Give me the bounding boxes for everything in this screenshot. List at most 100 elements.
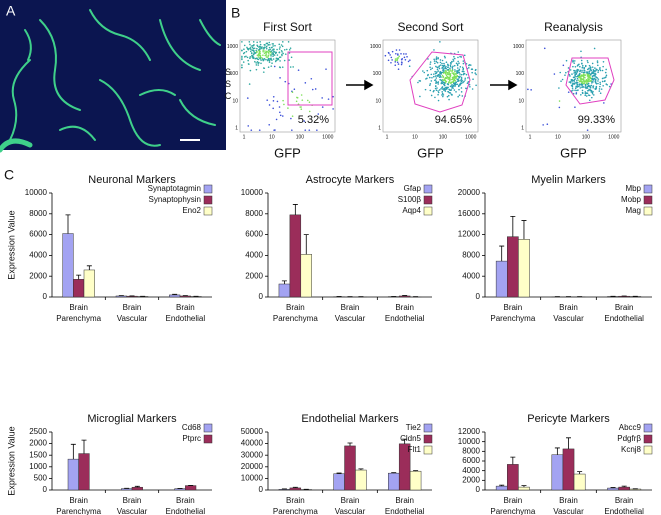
- event-dot: [290, 56, 293, 59]
- event-dot: [271, 43, 274, 45]
- event-dot: [464, 79, 466, 81]
- event-dot: [601, 77, 604, 80]
- error-bar: [292, 204, 298, 215]
- event-dot: [449, 64, 452, 67]
- event-dot: [553, 73, 556, 75]
- event-dot: [602, 61, 605, 63]
- legend-label: Cldn5: [400, 434, 421, 443]
- event-dot: [599, 81, 601, 84]
- legend-swatch: [423, 423, 433, 433]
- event-dot: [579, 87, 582, 89]
- error-bar: [499, 484, 505, 487]
- event-dot: [456, 83, 459, 86]
- event-dot: [583, 76, 586, 79]
- event-dot: [316, 129, 318, 131]
- event-dot: [592, 72, 594, 74]
- event-dot: [599, 92, 602, 95]
- event-dot: [444, 70, 447, 72]
- event-dot: [249, 57, 251, 60]
- bar: [174, 488, 186, 491]
- event-dot: [437, 73, 440, 76]
- event-dot: [584, 64, 587, 67]
- event-dot: [278, 66, 281, 68]
- event-dot: [581, 69, 583, 72]
- event-dot: [429, 63, 432, 65]
- event-dot: [589, 66, 592, 69]
- x-tick-label-line: Brain: [286, 496, 305, 505]
- event-dot: [437, 93, 439, 96]
- event-dot: [259, 43, 262, 46]
- event-dot: [459, 75, 461, 78]
- flow-x-tick-label: 1000: [322, 134, 333, 140]
- error-bar: [65, 214, 71, 234]
- flow-y-tick-label: 1000: [227, 44, 238, 50]
- event-dot: [581, 64, 584, 67]
- event-dot: [441, 91, 443, 93]
- y-tick-label: 6000: [29, 230, 47, 239]
- legend-swatch: [423, 445, 433, 455]
- event-dot: [578, 83, 581, 86]
- gate: [409, 51, 471, 113]
- event-dot: [575, 73, 578, 75]
- event-dot: [264, 50, 266, 52]
- event-dot: [586, 80, 588, 83]
- legend-swatch: [643, 206, 653, 216]
- event-dot: [255, 68, 258, 71]
- event-dot: [432, 73, 435, 75]
- legend-label: Mobp: [621, 195, 642, 204]
- legend-label: Synaptotagmin: [148, 184, 201, 193]
- event-dot: [573, 83, 575, 85]
- event-dot: [586, 129, 589, 131]
- event-dot: [574, 78, 577, 80]
- event-dot: [258, 54, 261, 56]
- event-dot: [571, 85, 574, 88]
- event-dot: [272, 55, 274, 57]
- y-tick-label: 0: [43, 292, 48, 301]
- event-dot: [438, 89, 441, 91]
- event-dot: [464, 77, 467, 80]
- event-dot: [577, 75, 579, 77]
- event-dot: [441, 59, 444, 62]
- event-dot: [255, 64, 258, 66]
- gate: [565, 57, 615, 105]
- event-dot: [258, 50, 261, 53]
- x-tick-label-line: Brain: [341, 496, 360, 505]
- event-dot: [400, 58, 403, 61]
- event-dot: [584, 94, 587, 97]
- legend-label: Mbp: [625, 184, 641, 193]
- event-dot: [452, 58, 454, 61]
- error-bar: [566, 437, 571, 449]
- event-dot: [438, 65, 441, 67]
- event-dot: [604, 71, 607, 74]
- event-dot: [581, 92, 584, 94]
- event-dot: [429, 66, 431, 69]
- event-dot: [270, 46, 273, 49]
- error-bar: [499, 245, 505, 262]
- event-dot: [571, 73, 573, 75]
- event-dot: [390, 61, 392, 64]
- event-dot: [444, 56, 446, 59]
- error-bar: [577, 471, 583, 475]
- flow-title: Second Sort: [397, 20, 464, 34]
- event-dot: [602, 84, 604, 87]
- event-dot: [287, 41, 290, 43]
- event-dot: [299, 106, 301, 108]
- event-dot: [450, 70, 452, 72]
- event-dot: [572, 89, 574, 92]
- event-dot: [303, 120, 306, 122]
- event-dot: [425, 78, 427, 80]
- event-dot: [437, 83, 440, 85]
- x-tick-label-line: Brain: [615, 303, 634, 312]
- event-dot: [262, 59, 265, 62]
- y-tick-label: 2000: [462, 475, 480, 484]
- event-dot: [585, 92, 588, 95]
- event-dot: [429, 89, 432, 92]
- error-bar: [303, 234, 309, 255]
- error-bar: [81, 439, 87, 454]
- event-dot: [594, 81, 597, 84]
- event-dot: [589, 85, 591, 87]
- event-dot: [580, 80, 582, 82]
- bar: [618, 486, 630, 491]
- event-dot: [595, 76, 598, 79]
- y-axis-label: Expression Value: [6, 426, 16, 495]
